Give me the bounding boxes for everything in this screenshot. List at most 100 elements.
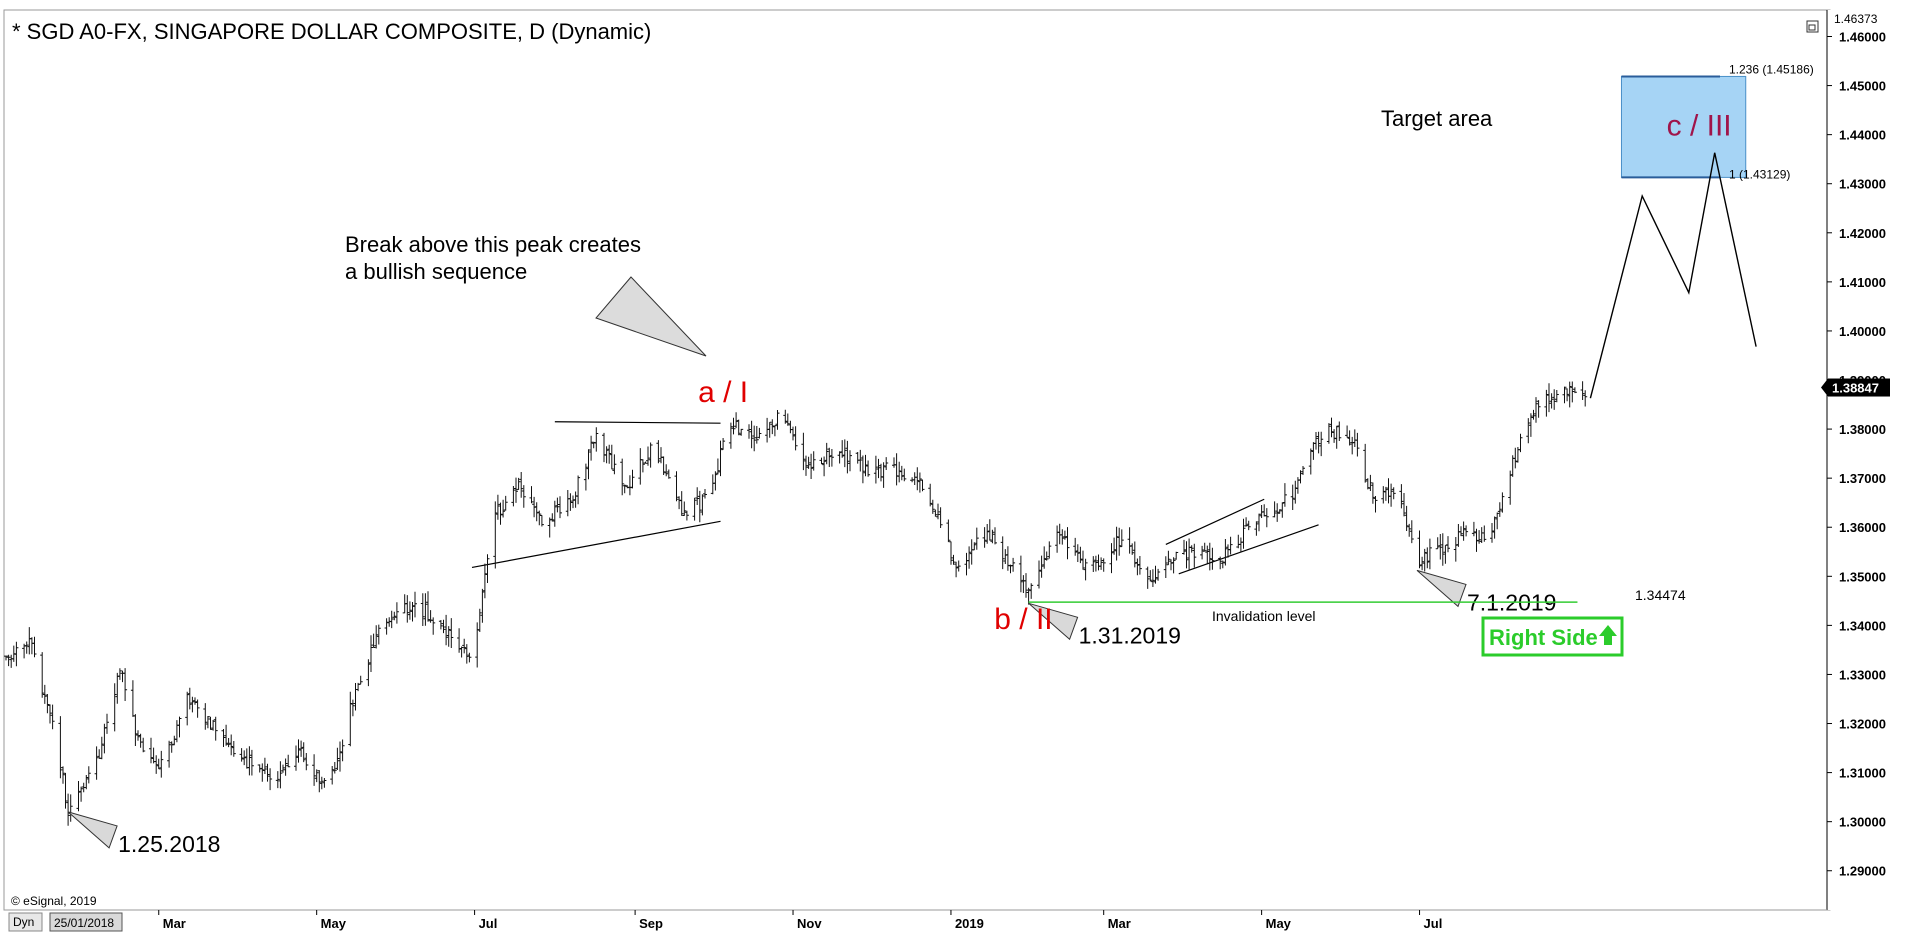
- y-tick-label: 1.42000: [1839, 226, 1886, 241]
- ohlc-bar: [58, 716, 63, 779]
- ohlc-bar: [195, 699, 200, 718]
- ohlc-bar: [860, 455, 865, 484]
- ohlc-bar: [1420, 556, 1425, 571]
- ohlc-bar: [319, 776, 324, 790]
- ohlc-bar: [747, 424, 751, 439]
- ohlc-bar: [1026, 587, 1031, 605]
- ohlc-bar: [1383, 486, 1388, 501]
- ohlc-bar: [1280, 502, 1285, 518]
- ohlc-bar: [956, 560, 961, 572]
- ohlc-bar: [586, 449, 591, 480]
- ohlc-bar: [117, 668, 122, 680]
- ohlc-bar: [547, 517, 552, 538]
- y-tick-label: 1.38000: [1839, 422, 1886, 437]
- ohlc-bar: [1583, 390, 1588, 407]
- ohlc-bar: [278, 761, 283, 789]
- wave-label-3: c / III: [1667, 110, 1732, 143]
- ohlc-bar: [477, 608, 482, 632]
- y-tick-label: 1.45000: [1839, 79, 1886, 94]
- ohlc-bar: [749, 420, 754, 449]
- y-tick-label: 1.34000: [1839, 618, 1886, 633]
- y-tick-label: 1.43000: [1839, 177, 1886, 192]
- ohlc-bar: [514, 477, 518, 503]
- ohlc-bar: [1062, 530, 1067, 540]
- ohlc-bar: [226, 738, 231, 748]
- triangle-line-1: [554, 421, 721, 424]
- ohlc-bar: [1171, 557, 1176, 574]
- ohlc-bar: [822, 456, 827, 477]
- ohlc-bar: [568, 493, 573, 511]
- ohlc-bar: [420, 593, 425, 626]
- right-side-badge: Right Side: [1481, 616, 1624, 657]
- ohlc-bar: [589, 435, 594, 461]
- ohlc-bar: [156, 758, 161, 770]
- ohlc-bar: [661, 456, 666, 475]
- ohlc-bar: [954, 561, 959, 578]
- ohlc-bar: [431, 617, 436, 635]
- ohlc-bar: [1482, 525, 1487, 542]
- ohlc-bar: [713, 471, 718, 491]
- ohlc-bar: [495, 494, 500, 520]
- ohlc-bar: [985, 524, 990, 544]
- ohlc-bar: [45, 694, 50, 714]
- ohlc-bar: [1402, 493, 1406, 517]
- ohlc-bar: [1241, 518, 1246, 549]
- ohlc-bar: [265, 763, 270, 782]
- ohlc-bar: [721, 438, 726, 451]
- ohlc-bar: [1337, 421, 1342, 441]
- ohlc-bar: [1580, 381, 1585, 400]
- ohlc-bar: [94, 746, 99, 780]
- y-tick-label: 1.30000: [1839, 815, 1886, 830]
- ohlc-bar: [1042, 546, 1047, 569]
- ohlc-bar: [61, 766, 65, 784]
- ohlc-bar: [674, 471, 679, 502]
- ohlc-bar: [899, 465, 904, 481]
- y-tick-label: 1.37000: [1839, 471, 1886, 486]
- ohlc-bar: [1464, 525, 1469, 537]
- ohlc-bar: [1440, 533, 1445, 566]
- maximize-icon[interactable]: [1806, 20, 1819, 33]
- ohlc-bar: [185, 691, 190, 726]
- ohlc-bar: [1572, 387, 1577, 394]
- x-start-box: [49, 912, 123, 932]
- wave-label-2: b / II: [994, 603, 1052, 636]
- up-arrow-icon: [1599, 625, 1617, 645]
- ohlc-bar: [1500, 492, 1505, 513]
- ohlc-bar: [620, 458, 625, 496]
- ohlc-bar: [1099, 557, 1104, 570]
- x-tick-label: May: [1266, 916, 1292, 931]
- ohlc-bar: [772, 425, 777, 437]
- ohlc-bar: [335, 747, 340, 770]
- ohlc-bar: [967, 546, 972, 569]
- ohlc-bar: [1254, 521, 1259, 536]
- ohlc-bar: [920, 479, 925, 492]
- ohlc-bar: [426, 591, 430, 622]
- ohlc-bar: [231, 741, 236, 757]
- ohlc-bar: [1301, 466, 1305, 475]
- ohlc-bar: [1153, 565, 1158, 584]
- ohlc-bar: [376, 624, 381, 645]
- ohlc-bar: [482, 563, 487, 599]
- ohlc-bar: [493, 501, 498, 569]
- ohlc-bar: [423, 593, 428, 626]
- ohlc-bar: [1316, 431, 1321, 454]
- ohlc-bar: [40, 652, 45, 698]
- ohlc-bar: [824, 442, 829, 465]
- ohlc-bar: [946, 519, 951, 543]
- ohlc-bar: [260, 763, 265, 782]
- dyn-label: Dyn: [13, 915, 34, 929]
- ohlc-bar: [1326, 423, 1331, 444]
- ohlc-bar: [1495, 512, 1500, 530]
- ohlc-bar: [827, 447, 832, 467]
- ohlc-bar: [193, 697, 197, 705]
- ohlc-bar: [1363, 443, 1368, 483]
- ohlc-bar: [459, 646, 464, 658]
- ohlc-bar: [1528, 413, 1533, 437]
- ohlc-bar: [154, 755, 159, 774]
- ohlc-bar: [1404, 505, 1409, 531]
- ohlc-bar: [695, 487, 700, 505]
- ohlc-bar: [715, 458, 720, 475]
- ohlc-bar: [728, 422, 733, 449]
- ohlc-bar: [358, 675, 363, 685]
